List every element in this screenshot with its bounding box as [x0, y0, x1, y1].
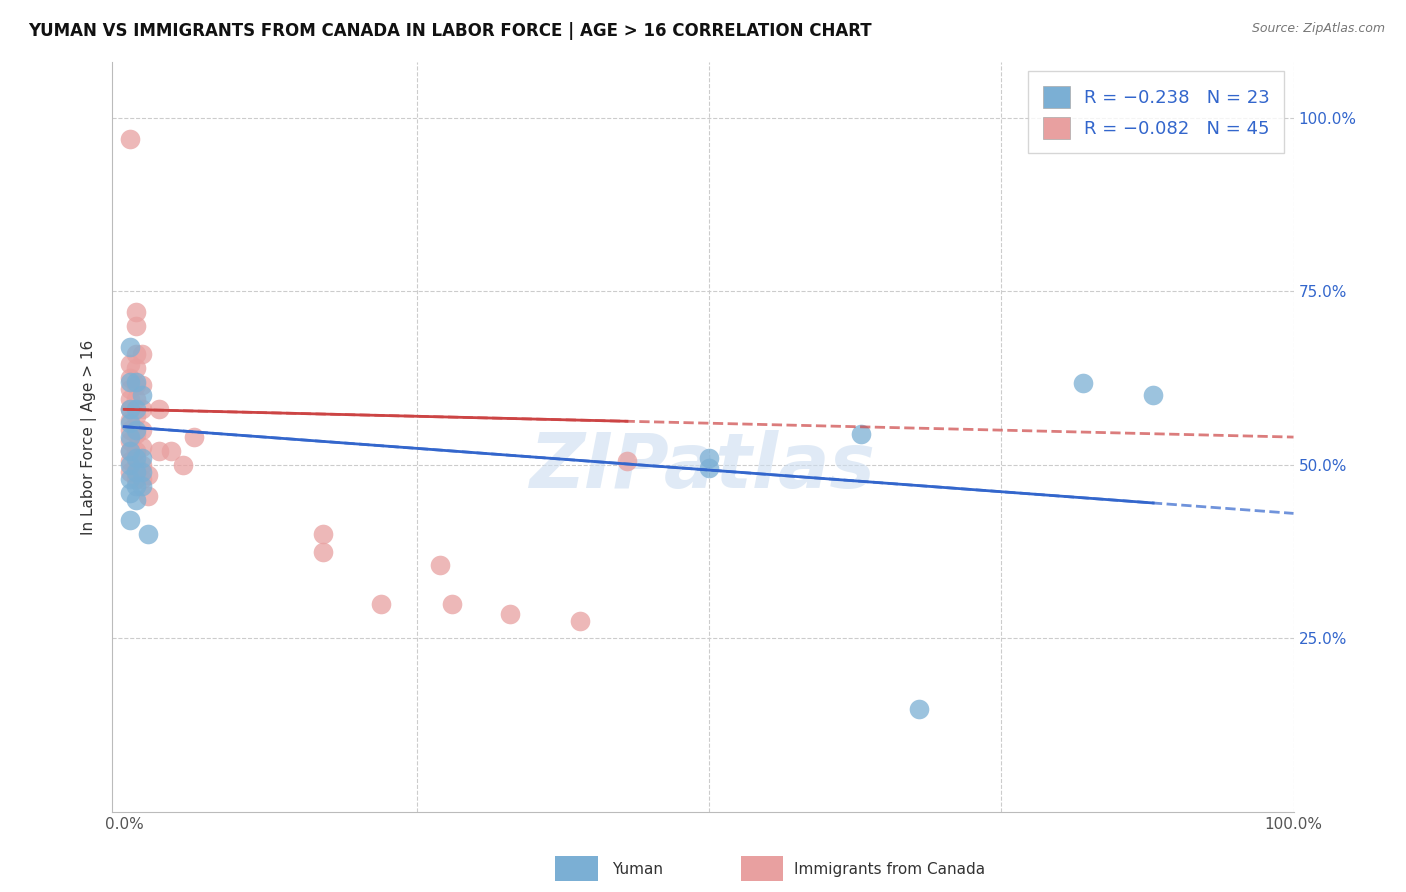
Point [136, 489, 159, 503]
Point [1142, 388, 1164, 402]
Text: Immigrants from Canada: Immigrants from Canada [794, 863, 986, 877]
Point [125, 402, 148, 417]
Legend: R = −0.238   N = 23, R = −0.082   N = 45: R = −0.238 N = 23, R = −0.082 N = 45 [1028, 71, 1285, 153]
Text: Yuman: Yuman [612, 863, 662, 877]
Point [118, 513, 141, 527]
Point [131, 465, 153, 479]
Point [131, 347, 153, 361]
Text: YUMAN VS IMMIGRANTS FROM CANADA IN LABOR FORCE | AGE > 16 CORRELATION CHART: YUMAN VS IMMIGRANTS FROM CANADA IN LABOR… [28, 22, 872, 40]
Point [118, 357, 141, 371]
Point [118, 416, 141, 430]
Point [125, 492, 148, 507]
Point [616, 454, 638, 468]
Point [131, 378, 153, 392]
Point [131, 402, 153, 417]
Point [125, 465, 148, 479]
Point [118, 132, 141, 146]
Point [118, 454, 141, 468]
Point [118, 465, 141, 479]
Point [125, 409, 148, 424]
Point [569, 614, 592, 628]
Point [125, 478, 148, 492]
Point [131, 472, 153, 486]
Point [440, 597, 463, 611]
Point [125, 423, 148, 437]
Point [131, 478, 153, 492]
Point [125, 392, 148, 406]
Point [183, 430, 205, 444]
Point [125, 444, 148, 458]
Point [136, 468, 159, 483]
Point [131, 441, 153, 455]
Point [125, 375, 148, 389]
Point [125, 360, 148, 375]
Point [1071, 376, 1094, 390]
Point [429, 558, 451, 573]
Point [131, 450, 153, 465]
Point [148, 402, 170, 417]
Point [908, 702, 931, 716]
Point [118, 340, 141, 354]
Point [131, 423, 153, 437]
Text: ZIPatlas: ZIPatlas [530, 430, 876, 504]
Point [118, 382, 141, 396]
Y-axis label: In Labor Force | Age > 16: In Labor Force | Age > 16 [80, 340, 97, 534]
Point [125, 305, 148, 319]
Point [125, 347, 148, 361]
Point [118, 375, 141, 389]
Point [125, 378, 148, 392]
Point [118, 371, 141, 385]
Point [370, 597, 392, 611]
Point [172, 458, 194, 472]
Point [118, 430, 141, 444]
Point [125, 458, 148, 472]
Point [697, 461, 720, 475]
Point [118, 458, 141, 472]
Point [148, 444, 170, 458]
Point [118, 485, 141, 500]
Point [118, 392, 141, 406]
Point [312, 544, 335, 558]
Point [312, 527, 335, 541]
Point [118, 402, 141, 417]
Point [125, 472, 148, 486]
Point [118, 444, 141, 458]
Point [118, 434, 141, 448]
Point [118, 444, 141, 458]
Text: Source: ZipAtlas.com: Source: ZipAtlas.com [1251, 22, 1385, 36]
Point [118, 413, 141, 427]
Point [118, 423, 141, 437]
Point [131, 458, 153, 472]
Point [136, 527, 159, 541]
Point [499, 607, 522, 621]
Point [160, 444, 183, 458]
Point [125, 450, 148, 465]
Point [118, 402, 141, 417]
Point [131, 388, 153, 402]
Point [118, 472, 141, 486]
Point [697, 450, 720, 465]
Point [849, 426, 872, 441]
Point [125, 319, 148, 334]
Point [125, 426, 148, 441]
